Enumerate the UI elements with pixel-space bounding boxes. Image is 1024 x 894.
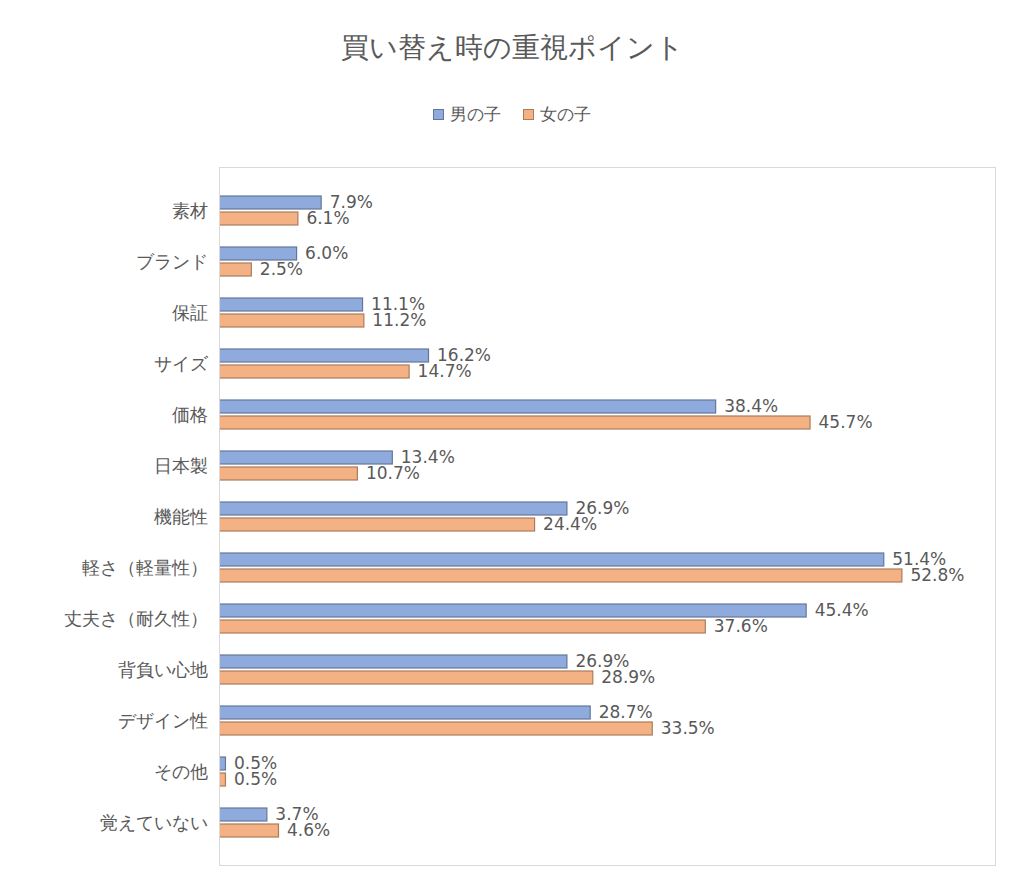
svg-text:軽さ（軽量性）: 軽さ（軽量性）: [82, 557, 208, 578]
svg-text:24.4%: 24.4%: [543, 514, 597, 534]
html-text:男の子: 男の子: [450, 103, 501, 124]
svg-text:3.7%: 3.7%: [275, 804, 319, 825]
svg-text:0.5%: 0.5%: [234, 769, 277, 789]
svg-text:6.0%: 6.0%: [305, 243, 348, 263]
svg-text:33.5%: 33.5%: [661, 718, 715, 738]
svg-text:7.9%: 7.9%: [329, 192, 373, 213]
svg-text:ブランド: ブランド: [136, 251, 208, 272]
svg-text:45.4%: 45.4%: [815, 600, 869, 620]
svg-text:サイズ: サイズ: [154, 353, 209, 374]
svg-text:4.6%: 4.6%: [287, 820, 330, 840]
svg-text:6.1%: 6.1%: [306, 208, 349, 228]
svg-text:16.2%: 16.2%: [437, 345, 491, 366]
svg-text:37.6%: 37.6%: [714, 616, 768, 636]
svg-text:価格: 価格: [172, 404, 208, 425]
svg-text:0.5%: 0.5%: [234, 753, 278, 774]
svg-text:11.1%: 11.1%: [371, 294, 426, 315]
svg-text:38.4%: 38.4%: [724, 396, 778, 416]
svg-text:2.5%: 2.5%: [260, 259, 303, 279]
svg-text:その他: その他: [154, 761, 208, 782]
svg-text:10.7%: 10.7%: [366, 463, 420, 483]
svg-text:丈夫さ（耐久性）: 丈夫さ（耐久性）: [64, 608, 208, 629]
svg-text:52.8%: 52.8%: [910, 565, 964, 585]
svg-text:51.4%: 51.4%: [892, 549, 947, 570]
svg-text:覚えていない: 覚えていない: [100, 812, 208, 833]
svg-text:11.2%: 11.2%: [372, 310, 426, 330]
svg-text:14.7%: 14.7%: [418, 361, 472, 381]
svg-text:13.4%: 13.4%: [400, 447, 455, 468]
svg-text:デザイン性: デザイン性: [118, 710, 208, 731]
svg-text:45.7%: 45.7%: [819, 412, 873, 432]
html-text:買い替え時の重視ポイント: 買い替え時の重視ポイント: [340, 31, 684, 64]
svg-text:28.7%: 28.7%: [599, 702, 653, 722]
svg-text:28.9%: 28.9%: [601, 667, 655, 687]
svg-text:機能性: 機能性: [154, 506, 208, 527]
html-text:女の子: 女の子: [540, 103, 591, 124]
svg-text:26.9%: 26.9%: [575, 651, 630, 672]
svg-text:26.9%: 26.9%: [575, 498, 630, 519]
svg-text:日本製: 日本製: [154, 455, 208, 476]
svg-text:保証: 保証: [172, 302, 208, 323]
svg-text:背負い心地: 背負い心地: [118, 659, 208, 680]
svg-text:素材: 素材: [172, 200, 208, 221]
